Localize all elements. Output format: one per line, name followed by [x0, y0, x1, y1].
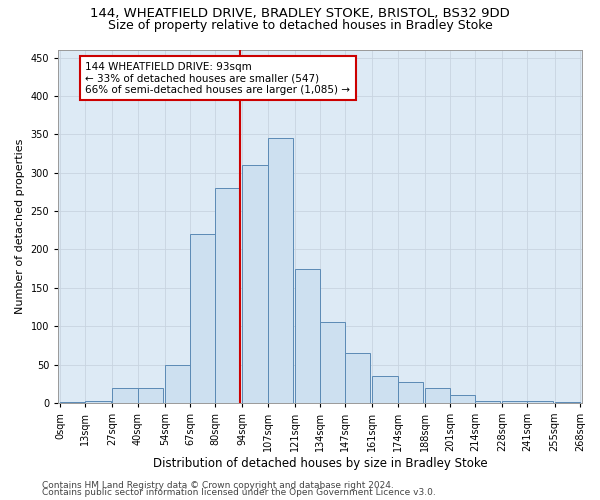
Bar: [268, 138, 293, 403]
Bar: [190, 234, 215, 403]
Text: Size of property relative to detached houses in Bradley Stoke: Size of property relative to detached ho…: [107, 19, 493, 32]
Text: Contains HM Land Registry data © Crown copyright and database right 2024.: Contains HM Land Registry data © Crown c…: [42, 481, 394, 490]
Bar: [475, 402, 500, 403]
Text: 144, WHEATFIELD DRIVE, BRADLEY STOKE, BRISTOL, BS32 9DD: 144, WHEATFIELD DRIVE, BRADLEY STOKE, BR…: [90, 8, 510, 20]
Bar: [215, 188, 241, 403]
Bar: [112, 388, 138, 403]
Text: 144 WHEATFIELD DRIVE: 93sqm
← 33% of detached houses are smaller (547)
66% of se: 144 WHEATFIELD DRIVE: 93sqm ← 33% of det…: [85, 62, 350, 94]
Bar: [554, 402, 580, 403]
Bar: [345, 353, 370, 403]
X-axis label: Distribution of detached houses by size in Bradley Stoke: Distribution of detached houses by size …: [152, 457, 487, 470]
Bar: [373, 376, 398, 403]
Bar: [425, 388, 450, 403]
Y-axis label: Number of detached properties: Number of detached properties: [15, 139, 25, 314]
Bar: [527, 402, 553, 403]
Bar: [60, 402, 85, 403]
Bar: [502, 402, 527, 403]
Bar: [85, 402, 110, 403]
Bar: [242, 165, 268, 403]
Bar: [295, 268, 320, 403]
Bar: [450, 395, 475, 403]
Bar: [320, 322, 345, 403]
Bar: [398, 382, 423, 403]
Bar: [165, 364, 190, 403]
Bar: [138, 388, 163, 403]
Text: Contains public sector information licensed under the Open Government Licence v3: Contains public sector information licen…: [42, 488, 436, 497]
